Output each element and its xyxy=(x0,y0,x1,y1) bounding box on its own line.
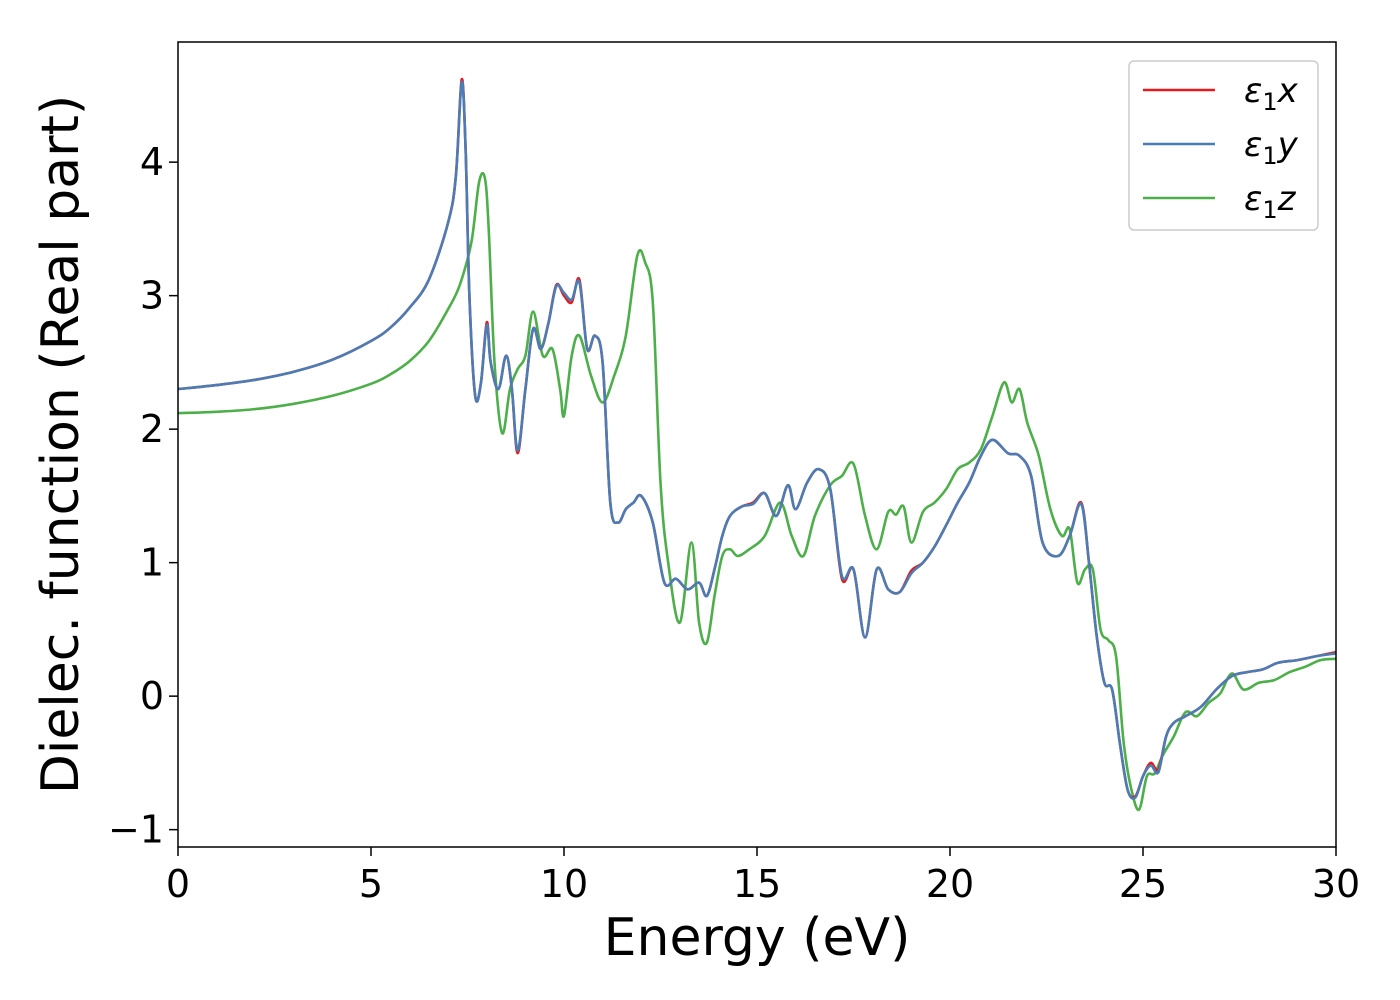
y-tick-label: 1 xyxy=(140,541,164,585)
x-tick-label: 20 xyxy=(926,862,974,906)
x-tick-label: 5 xyxy=(359,862,383,906)
y-tick-label: 3 xyxy=(140,274,164,318)
legend-variable: x xyxy=(1277,71,1299,111)
x-tick-label: 10 xyxy=(540,862,588,906)
y-tick-label: −1 xyxy=(108,808,164,852)
legend-subscript: 1 xyxy=(1262,88,1277,116)
x-tick-label: 15 xyxy=(733,862,781,906)
x-tick-label: 30 xyxy=(1312,862,1360,906)
y-tick-label: 0 xyxy=(140,674,164,718)
legend-variable: y xyxy=(1277,125,1299,165)
x-tick-label: 25 xyxy=(1119,862,1167,906)
legend-subscript: 1 xyxy=(1262,196,1277,224)
legend-symbol: ε xyxy=(1244,71,1262,111)
y-tick-label: 4 xyxy=(140,140,164,184)
y-axis-label: Dielec. function (Real part) xyxy=(31,95,91,794)
legend-subscript: 1 xyxy=(1262,142,1277,170)
legend-symbol: ε xyxy=(1244,179,1262,219)
y-tick-label: 2 xyxy=(140,407,164,451)
legend-symbol: ε xyxy=(1244,125,1262,165)
x-tick-label: 0 xyxy=(166,862,190,906)
legend-variable: z xyxy=(1277,179,1297,219)
x-axis-label: Energy (eV) xyxy=(604,908,911,968)
